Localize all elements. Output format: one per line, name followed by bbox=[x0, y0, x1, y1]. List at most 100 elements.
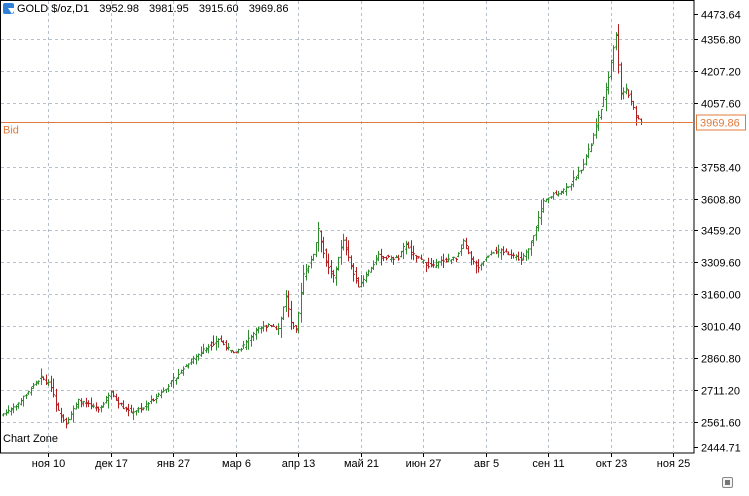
ohlc-bar bbox=[507, 251, 510, 256]
ohlc-bar bbox=[147, 401, 150, 411]
ohlc-bar bbox=[522, 253, 525, 261]
price-tick-label: 4207.20 bbox=[701, 67, 741, 79]
ohlc-bar bbox=[532, 235, 535, 247]
ohlc-bar bbox=[562, 188, 565, 195]
ohlc-bar bbox=[52, 378, 55, 398]
ohlc-bar bbox=[555, 190, 558, 196]
ohlc-bar bbox=[82, 401, 85, 407]
ohlc-bar bbox=[540, 199, 543, 225]
ohlc-bar bbox=[610, 59, 613, 80]
ohlc-bar bbox=[315, 241, 318, 258]
price-tick-label: 2444.71 bbox=[701, 443, 741, 455]
ohlc-bar bbox=[37, 380, 40, 385]
ohlc-bar bbox=[582, 158, 585, 171]
ohlc-bar bbox=[240, 347, 243, 352]
ohlc-bar bbox=[605, 82, 608, 112]
symbol-dropdown-icon[interactable] bbox=[3, 3, 16, 14]
ohlc-bar bbox=[140, 402, 143, 413]
ohlc-bar bbox=[412, 245, 415, 261]
ohlc-bar bbox=[460, 244, 463, 256]
ohlc-bar bbox=[527, 248, 530, 260]
ohlc-bar bbox=[512, 252, 515, 259]
time-tick-label: апр 13 bbox=[282, 458, 315, 470]
ohlc-bar bbox=[182, 366, 185, 376]
ohlc-bar bbox=[340, 239, 343, 265]
ohlc-bar bbox=[45, 374, 48, 385]
ohlc-bar bbox=[552, 191, 555, 200]
ohlc-bar bbox=[380, 248, 383, 266]
ohlc-bar bbox=[570, 183, 573, 191]
ohlc-bar bbox=[567, 186, 570, 189]
ohlc-bar bbox=[220, 335, 223, 342]
ohlc-bar bbox=[227, 343, 230, 351]
ohlc-bar bbox=[495, 246, 498, 255]
ohlc-bar bbox=[437, 261, 440, 269]
ohlc-bar bbox=[42, 376, 45, 381]
chevron-down-icon bbox=[8, 8, 16, 14]
ohlc-bar bbox=[355, 267, 358, 284]
time-tick-label: дек 17 bbox=[95, 458, 128, 470]
ohlc-bar bbox=[587, 143, 590, 159]
ohlc-bar bbox=[492, 251, 495, 254]
price-axis[interactable]: 4473.64 4356.80 4207.20 4057.60 3758.40 3608.… bbox=[694, 10, 741, 455]
ohlc-bar bbox=[272, 323, 275, 327]
ohlc-bar bbox=[455, 257, 458, 263]
ohlc-bar bbox=[375, 254, 378, 266]
ohlc-bar bbox=[365, 271, 368, 283]
ohlc-bar bbox=[280, 316, 283, 338]
ohlc-bar bbox=[242, 340, 245, 349]
ohlc-bar bbox=[87, 400, 90, 408]
time-axis[interactable]: ноя 10 дек 17 янв 27 мар 6 апр 13 май 21 июн 2… bbox=[32, 453, 690, 470]
ohlc-bar bbox=[620, 62, 623, 100]
ohlc-bar bbox=[67, 417, 70, 425]
ohlc-bar bbox=[485, 256, 488, 262]
ohlc-bar bbox=[290, 300, 293, 330]
ohlc-bar bbox=[385, 256, 388, 261]
ohlc-bar bbox=[362, 275, 365, 287]
ohlc-bar bbox=[75, 402, 78, 410]
ohlc-bar bbox=[72, 405, 75, 423]
plot-border bbox=[0, 0, 695, 454]
ohlc-bar bbox=[317, 221, 320, 252]
ohlc-bar bbox=[482, 261, 485, 267]
ohlc-bar bbox=[357, 277, 360, 288]
ohlc-bar bbox=[25, 393, 28, 399]
chart-shift-icon[interactable] bbox=[722, 477, 733, 488]
ohlc-bar bbox=[622, 87, 625, 100]
ohlc-bar bbox=[132, 407, 135, 421]
ohlc-bar bbox=[205, 347, 208, 353]
time-tick-label: окт 23 bbox=[596, 458, 627, 470]
ohlc-bar bbox=[77, 398, 80, 409]
open-value: 3952.98 bbox=[99, 3, 139, 15]
ohlc-bar bbox=[310, 255, 313, 269]
ohlc-bar bbox=[467, 246, 470, 255]
ohlc-bar bbox=[207, 344, 210, 354]
ohlc-bar bbox=[245, 339, 248, 351]
ohlc-bar bbox=[170, 379, 173, 387]
ohlc-bar bbox=[330, 260, 333, 279]
ohlc-bar bbox=[627, 89, 630, 99]
ohlc-bar bbox=[312, 253, 315, 261]
ohlc-bar bbox=[402, 242, 405, 260]
ohlc-bar bbox=[177, 368, 180, 379]
ohlc-bar bbox=[297, 311, 300, 334]
ohlc-bar bbox=[110, 390, 113, 400]
price-tick-label: 3608.80 bbox=[701, 195, 741, 207]
ohlc-bar bbox=[612, 45, 615, 72]
ohlc-bar bbox=[255, 327, 258, 340]
ohlc-bar bbox=[192, 355, 195, 364]
ohlc-bar bbox=[260, 326, 263, 334]
ohlc-bar bbox=[235, 351, 238, 354]
ohlc-bar bbox=[517, 251, 520, 261]
candlestick-series bbox=[2, 24, 643, 429]
ohlc-bar bbox=[115, 393, 118, 401]
ohlc-bar bbox=[472, 256, 475, 265]
ohlc-bar bbox=[535, 225, 538, 241]
ohlc-bar bbox=[295, 325, 298, 333]
ohlc-bar bbox=[520, 251, 523, 265]
ohlc-bar bbox=[185, 364, 188, 368]
ohlc-bar bbox=[392, 256, 395, 265]
ohlc-bar bbox=[165, 388, 168, 394]
